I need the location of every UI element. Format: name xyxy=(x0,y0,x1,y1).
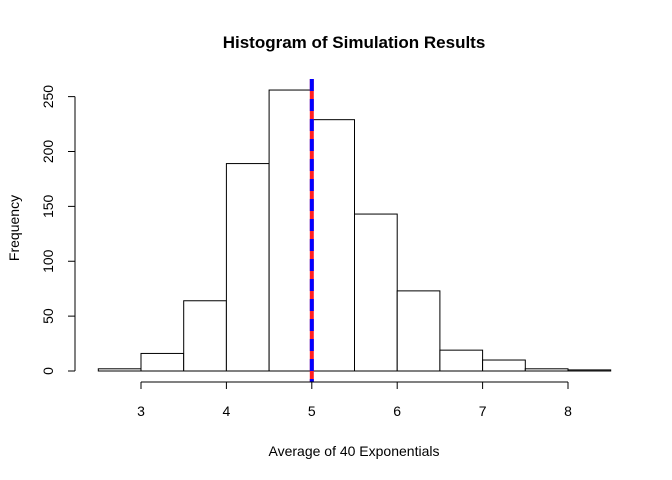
histogram-bar-11 xyxy=(567,369,612,372)
histogram-bar-10 xyxy=(524,368,569,372)
x-axis-label: Average of 40 Exponentials xyxy=(269,443,440,459)
x-tick-label-8: 8 xyxy=(564,403,572,419)
histogram-bar-8 xyxy=(439,349,484,372)
histogram-bar-5 xyxy=(311,119,355,372)
x-tick-label-6: 6 xyxy=(393,403,401,419)
x-tick-label-5: 5 xyxy=(308,403,316,419)
y-tick-label-50: 50 xyxy=(40,308,56,324)
histogram-bar-0 xyxy=(97,368,142,372)
y-tick-label-100: 100 xyxy=(40,249,56,273)
histogram-bar-1 xyxy=(140,352,185,372)
chart-title: Histogram of Simulation Results xyxy=(223,33,486,52)
y-axis-label: Frequency xyxy=(6,195,22,261)
y-tick-label-150: 150 xyxy=(40,194,56,218)
histogram-bar-3 xyxy=(225,163,270,372)
y-tick-label-250: 250 xyxy=(40,85,56,109)
x-tick-label-3: 3 xyxy=(137,403,145,419)
histogram-bar-4 xyxy=(268,89,313,372)
histogram-bar-9 xyxy=(482,359,526,372)
y-tick-label-200: 200 xyxy=(40,140,56,164)
y-tick-label-0: 0 xyxy=(40,367,56,375)
x-tick-label-7: 7 xyxy=(479,403,487,419)
x-tick-label-4: 4 xyxy=(223,403,231,419)
y-axis: 0 50 100 150 200 250 xyxy=(40,85,76,375)
histogram-bar-6 xyxy=(354,213,398,372)
histogram-bar-2 xyxy=(183,300,227,372)
histogram-bar-7 xyxy=(396,290,441,372)
x-axis: 3 4 5 6 7 8 xyxy=(137,381,572,419)
histogram-bars xyxy=(97,89,612,372)
